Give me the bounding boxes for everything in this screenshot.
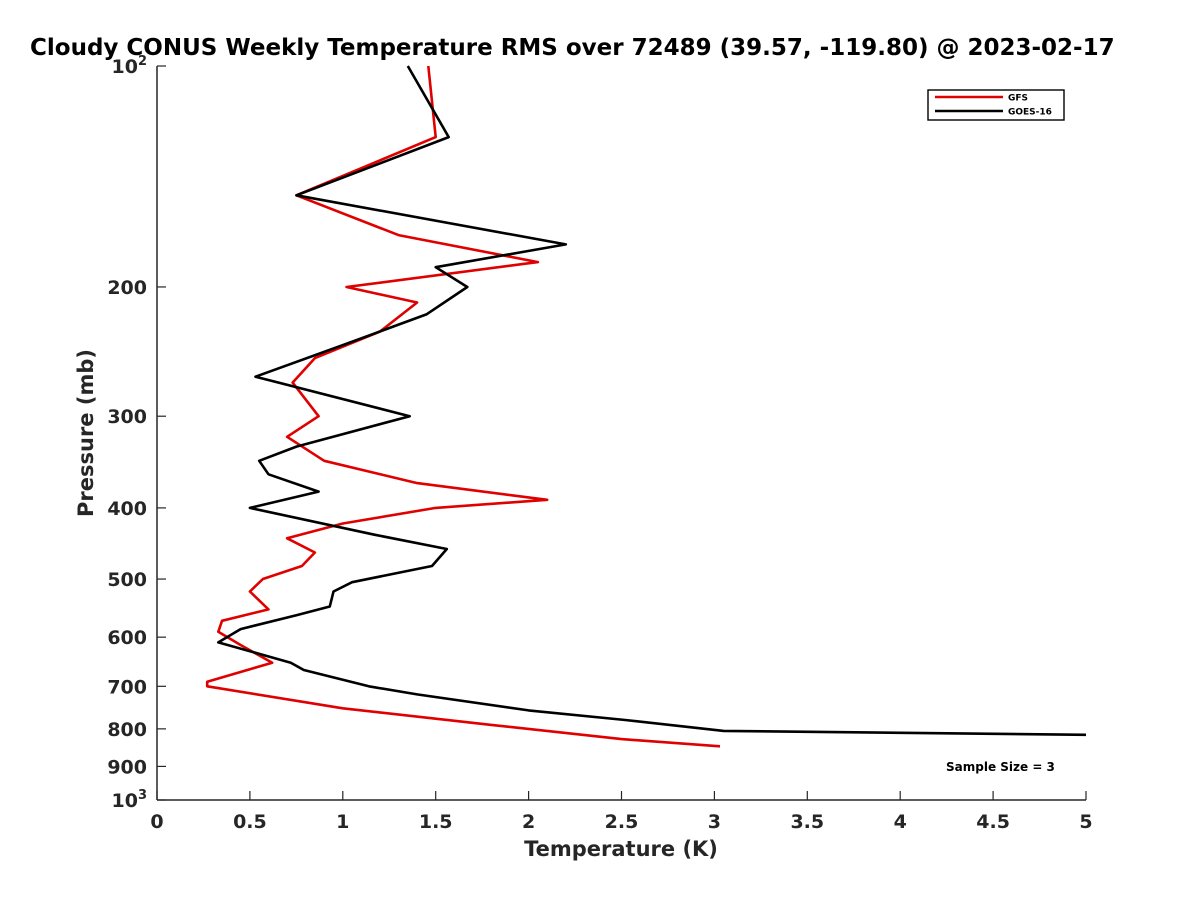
- x-tick-label: 5: [1079, 811, 1092, 833]
- legend: GFS GOES-16: [927, 89, 1065, 121]
- x-tick-label: 3.5: [790, 811, 824, 833]
- x-tick-label: 2: [522, 811, 535, 833]
- x-tick-label: 3: [708, 811, 721, 833]
- y-tick-label: 400: [107, 498, 147, 520]
- x-tick-label: 2.5: [605, 811, 639, 833]
- legend-label-goes16: GOES-16: [1008, 108, 1052, 118]
- x-tick-label: 1.5: [419, 811, 453, 833]
- sample-size-annotation: Sample Size = 3: [946, 760, 1055, 774]
- y-tick-label: 700: [107, 676, 147, 698]
- series-line-gfs: [205, 65, 721, 748]
- series-line-goes16: [217, 65, 1087, 737]
- axes: 0 0.5 1 1.5 2 2.5 3 3.5 4 4.5 5 102 200 300 400 500 600 7…: [107, 54, 1092, 833]
- y-tick-label: 300: [107, 406, 147, 428]
- x-tick-label: 4: [894, 811, 907, 833]
- legend-label-gfs: GFS: [1008, 94, 1028, 104]
- y-tick-label: 900: [107, 756, 147, 778]
- y-axis-title: Pressure (mb): [74, 349, 98, 517]
- x-tick-label: 0.5: [233, 811, 267, 833]
- plot-series: [205, 65, 1087, 748]
- x-axis-title: Temperature (K): [524, 837, 718, 861]
- y-tick-label: 600: [107, 627, 147, 649]
- legend-box: [927, 89, 1065, 121]
- y-tick-label: 200: [107, 277, 147, 299]
- x-tick-label: 1: [336, 811, 349, 833]
- y-tick-label: 800: [107, 719, 147, 741]
- y-tick-label: 500: [107, 569, 147, 591]
- x-tick-label: 0: [150, 811, 163, 833]
- y-tick-label: 103: [112, 788, 148, 812]
- chart-title: Cloudy CONUS Weekly Temperature RMS over…: [30, 35, 1115, 61]
- x-tick-label: 4.5: [976, 811, 1010, 833]
- y-tick-label: 102: [112, 54, 148, 78]
